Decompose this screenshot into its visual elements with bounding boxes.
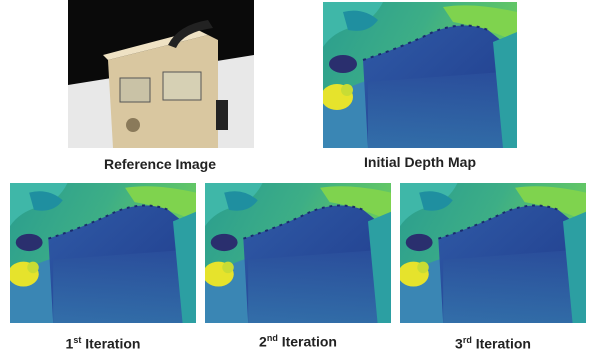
caption: 2nd Iteration xyxy=(198,333,398,350)
caption: 3rd Iteration xyxy=(393,335,590,352)
caption: Initial Depth Map xyxy=(320,154,520,170)
caption-text: Iteration xyxy=(85,336,140,352)
caption-suffix: st xyxy=(73,335,81,345)
figure: Reference Image Initial Depth Map 1st It… xyxy=(0,0,590,360)
caption-suffix: rd xyxy=(463,335,472,345)
depth-map-iteration xyxy=(10,183,196,323)
initial-depth-map xyxy=(323,2,517,148)
caption-text: Iteration xyxy=(282,334,337,350)
reference-image xyxy=(68,0,254,148)
caption: Reference Image xyxy=(60,156,260,172)
depth-map-iteration xyxy=(400,183,586,323)
caption-number: 3 xyxy=(455,336,463,352)
caption-number: 2 xyxy=(259,334,267,350)
caption-suffix: nd xyxy=(267,333,278,343)
caption-text: Iteration xyxy=(476,336,531,352)
caption: 1st Iteration xyxy=(3,335,203,352)
depth-map-iteration xyxy=(205,183,391,323)
